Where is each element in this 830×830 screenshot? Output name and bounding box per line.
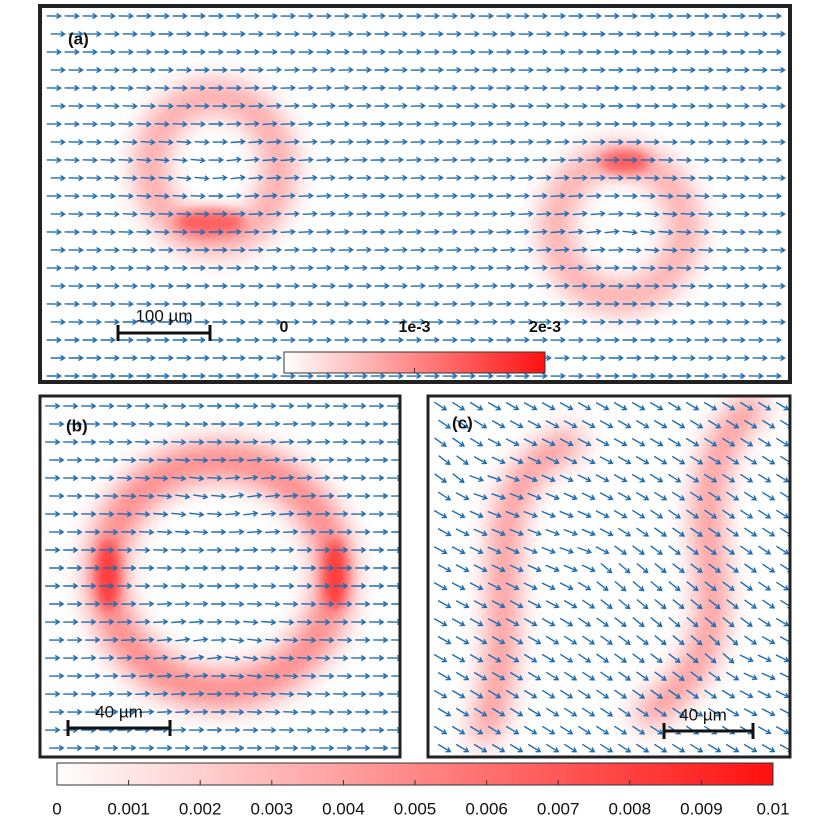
- colorbar-tick-label: 1e-3: [398, 319, 430, 336]
- colorbar-tick-label: 0.009: [680, 799, 723, 818]
- colorbar-tick-label: 0.006: [465, 799, 508, 818]
- scale-bars: [66, 325, 755, 739]
- colorbar-tick-label: 0: [280, 319, 289, 336]
- scale-bar-label: 40 µm: [95, 702, 143, 721]
- panel-b-heat: [40, 396, 400, 757]
- colorbar-tick-label: 0.002: [179, 799, 222, 818]
- panel-arrows: [45, 402, 400, 752]
- colorbar-tick-label: 0.003: [251, 799, 294, 818]
- heat-spot: [175, 208, 245, 236]
- panel-label: (c): [452, 413, 473, 432]
- colorbar-axis: 0 1e-3 2e-3 0 0.001 0.002 0.003 0.004 0.005 0.006…: [52, 319, 789, 818]
- colorbar-tick-label: 0.007: [537, 799, 580, 818]
- panel-arrows: [433, 401, 790, 753]
- heat-spot: [323, 540, 347, 610]
- arrows: [46, 12, 786, 380]
- panel-frame: [38, 4, 792, 384]
- panel-frame: [426, 394, 792, 759]
- panel-c-heat: [428, 396, 790, 757]
- heat-spot: [96, 540, 120, 610]
- arrows: [45, 402, 400, 752]
- scale-bar-label: 100 µm: [135, 306, 192, 325]
- panel-label: (a): [68, 29, 89, 48]
- heat-spot: [600, 150, 650, 174]
- heat-ring: [137, 83, 293, 253]
- arrows: [433, 401, 790, 753]
- colorbar-tick-label: 0.001: [107, 799, 150, 818]
- colorbar-tick-label: 0.01: [756, 799, 789, 818]
- colorbar-tick-label: 0.004: [322, 799, 365, 818]
- panel-arrows: [46, 12, 786, 380]
- colorbar-tick-label: 2e-3: [529, 319, 561, 336]
- heat-band: [633, 396, 767, 730]
- scale-bar-label: 40 µm: [679, 705, 727, 724]
- panel-frame: [38, 394, 402, 759]
- vector-field: [45, 12, 790, 753]
- colorbar-tick-label: 0.008: [609, 799, 652, 818]
- panel-label: (b): [66, 416, 88, 435]
- colorbar-tick-label: 0.005: [394, 799, 437, 818]
- colorbar-tick-label: 0: [52, 799, 61, 818]
- heat-band: [470, 429, 584, 745]
